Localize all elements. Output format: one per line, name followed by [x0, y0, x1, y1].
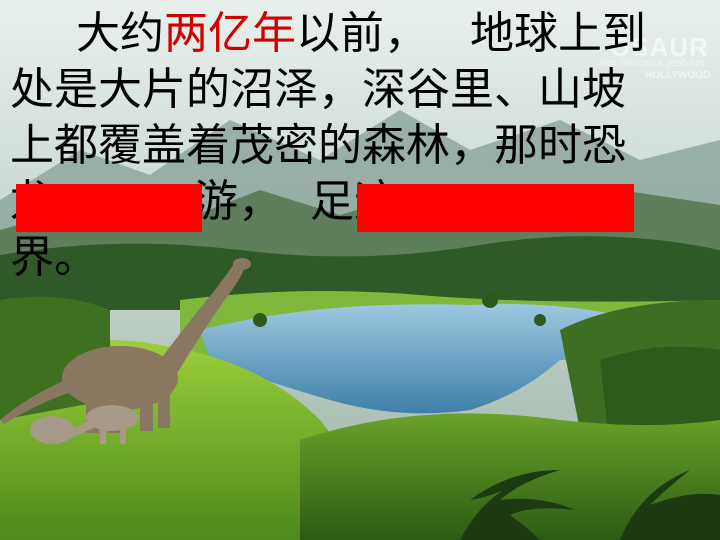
- text-line-3: 上都覆盖着茂密的森林，那时恐: [10, 120, 626, 171]
- redaction-box-2: [357, 184, 634, 232]
- watermark-title: OSAUR: [610, 32, 709, 62]
- slide-text: 大约两亿年以前， 地球上到 处是大片的沼泽，深谷里、山坡 上都覆盖着茂密的森林，…: [10, 6, 710, 286]
- text-line-5: 界。: [10, 232, 98, 283]
- redaction-box-1: [16, 184, 202, 232]
- watermark-url: http://dinosaur.yeah.net: [600, 58, 704, 69]
- text-line-1-prefix: 大约: [76, 8, 164, 59]
- text-line-1: 大约两亿年以前， 地球上到: [10, 6, 710, 62]
- highlight-two-hundred-million-years: 两亿年: [164, 8, 296, 59]
- text-line-2: 处是大片的沼泽，深谷里、山坡: [10, 64, 626, 115]
- watermark-studio: HOLLYWOOD: [645, 70, 711, 81]
- text-line-1-suffix: 以前， 地球上到: [296, 8, 646, 59]
